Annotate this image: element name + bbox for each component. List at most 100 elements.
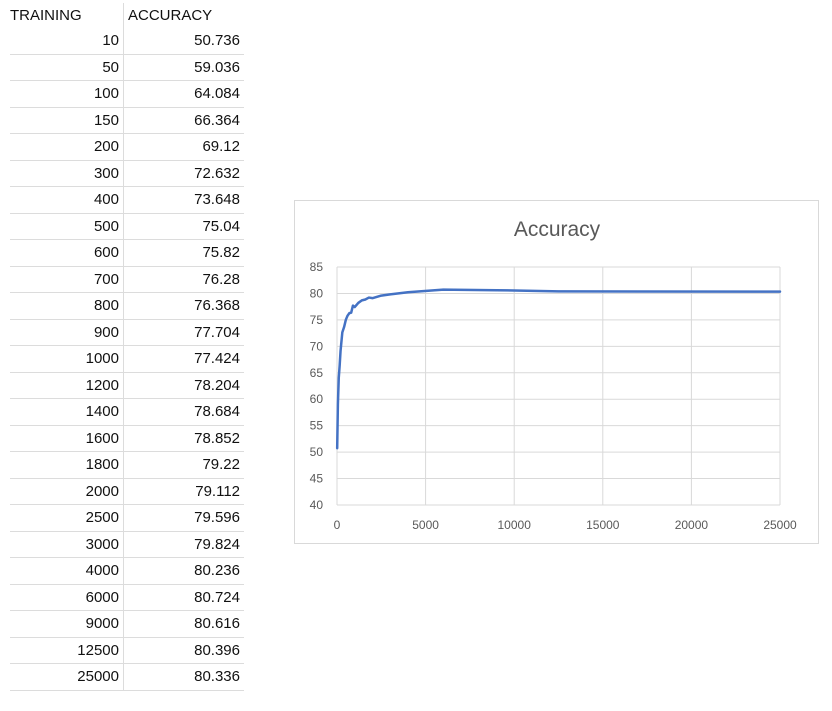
cell-training[interactable]: 2500	[10, 504, 124, 532]
y-tick-label: 65	[310, 366, 324, 380]
cell-training[interactable]: 300	[10, 160, 124, 187]
series-layer	[335, 288, 782, 450]
table-row: 10 50.736	[10, 28, 244, 55]
cell-accuracy[interactable]: 50.736	[123, 28, 244, 55]
y-tick-label: 75	[310, 313, 324, 327]
header-accuracy[interactable]: ACCURACY	[123, 3, 244, 28]
table-row: 200 69.12	[10, 133, 244, 161]
table-row: 4000 80.236	[10, 557, 244, 585]
cell-training[interactable]: 1800	[10, 451, 124, 479]
table-row: 600 75.82	[10, 239, 244, 267]
chart-title: Accuracy	[514, 218, 601, 241]
accuracy-chart[interactable]: Accuracy 40 45 50 55 60 65 70 75 80 85 0 5000 10000 1…	[294, 200, 819, 544]
cell-accuracy[interactable]: 72.632	[123, 160, 244, 187]
table-row: 1200 78.204	[10, 372, 244, 399]
cell-accuracy[interactable]: 77.424	[123, 345, 244, 373]
table-body: 10 50.736 50 59.036 100 64.084 150 66.364 200 69.…	[10, 28, 244, 691]
y-tick-label: 40	[310, 498, 324, 512]
cell-training[interactable]: 50	[10, 54, 124, 81]
cell-accuracy[interactable]: 64.084	[123, 80, 244, 108]
table-row: 50 59.036	[10, 54, 244, 81]
cell-training[interactable]: 2000	[10, 478, 124, 505]
cell-training[interactable]: 400	[10, 186, 124, 214]
cell-accuracy[interactable]: 59.036	[123, 54, 244, 81]
table-row: 12500 80.396	[10, 637, 244, 664]
cell-training[interactable]: 100	[10, 80, 124, 108]
table-row: 400 73.648	[10, 186, 244, 214]
x-tick-label: 10000	[498, 518, 532, 532]
table-row: 1400 78.684	[10, 398, 244, 426]
table-row: 1800 79.22	[10, 451, 244, 479]
cell-accuracy[interactable]: 79.22	[123, 451, 244, 479]
cell-accuracy[interactable]: 69.12	[123, 133, 244, 161]
cell-training[interactable]: 1000	[10, 345, 124, 373]
cell-accuracy[interactable]: 79.112	[123, 478, 244, 505]
table-row: 25000 80.336	[10, 663, 244, 691]
table-row: 9000 80.616	[10, 610, 244, 638]
table-row: 800 76.368	[10, 292, 244, 320]
cell-training[interactable]: 500	[10, 213, 124, 240]
table-row: 2500 79.596	[10, 504, 244, 532]
y-tick-label: 50	[310, 445, 324, 459]
cell-accuracy[interactable]: 80.236	[123, 557, 244, 585]
header-training[interactable]: TRAINING	[10, 7, 82, 24]
cell-training[interactable]: 1200	[10, 372, 124, 399]
cell-training[interactable]: 150	[10, 107, 124, 134]
cell-accuracy[interactable]: 78.204	[123, 372, 244, 399]
cell-accuracy[interactable]: 73.648	[123, 186, 244, 214]
cell-training[interactable]: 800	[10, 292, 124, 320]
cell-training[interactable]: 10	[10, 28, 124, 55]
cell-accuracy[interactable]: 80.616	[123, 610, 244, 638]
table-row: 2000 79.112	[10, 478, 244, 505]
y-tick-label: 70	[310, 339, 324, 353]
cell-accuracy[interactable]: 76.368	[123, 292, 244, 320]
cell-training[interactable]: 200	[10, 133, 124, 161]
x-tick-label: 0	[334, 518, 341, 532]
table-row: 3000 79.824	[10, 531, 244, 558]
cell-training[interactable]: 9000	[10, 610, 124, 638]
cell-training[interactable]: 1400	[10, 398, 124, 426]
x-tick-label: 15000	[586, 518, 620, 532]
cell-training[interactable]: 6000	[10, 584, 124, 611]
axis-tick-labels: 40 45 50 55 60 65 70 75 80 85 0 5000 10000 15000 20000…	[310, 260, 797, 532]
cell-training[interactable]: 1600	[10, 425, 124, 452]
table-row: 700 76.28	[10, 266, 244, 293]
cell-training[interactable]: 3000	[10, 531, 124, 558]
gridlines	[336, 266, 781, 506]
cell-training[interactable]: 900	[10, 319, 124, 346]
table-row: 6000 80.724	[10, 584, 244, 611]
table-row: 150 66.364	[10, 107, 244, 134]
series-line-accuracy	[335, 288, 782, 450]
cell-accuracy[interactable]: 79.596	[123, 504, 244, 532]
y-tick-label: 80	[310, 286, 324, 300]
cell-training[interactable]: 700	[10, 266, 124, 293]
cell-accuracy[interactable]: 77.704	[123, 319, 244, 346]
cell-accuracy[interactable]: 75.82	[123, 239, 244, 267]
cell-accuracy[interactable]: 78.684	[123, 398, 244, 426]
cell-training[interactable]: 25000	[10, 663, 124, 691]
chart-canvas: Accuracy 40 45 50 55 60 65 70 75 80 85 0 5000 10000 1…	[310, 218, 797, 532]
y-tick-label: 60	[310, 392, 324, 406]
cell-accuracy[interactable]: 80.336	[123, 663, 244, 691]
table-header-row: TRAINING ACCURACY	[10, 3, 244, 28]
cell-accuracy[interactable]: 78.852	[123, 425, 244, 452]
y-tick-label: 45	[310, 472, 324, 486]
cell-accuracy[interactable]: 76.28	[123, 266, 244, 293]
table-row: 1600 78.852	[10, 425, 244, 452]
cell-training[interactable]: 12500	[10, 637, 124, 664]
cell-accuracy[interactable]: 80.724	[123, 584, 244, 611]
table-row: 500 75.04	[10, 213, 244, 240]
cell-accuracy[interactable]: 79.824	[123, 531, 244, 558]
cell-accuracy[interactable]: 66.364	[123, 107, 244, 134]
cell-training[interactable]: 4000	[10, 557, 124, 585]
x-tick-label: 20000	[675, 518, 709, 532]
table-row: 900 77.704	[10, 319, 244, 346]
cell-accuracy[interactable]: 75.04	[123, 213, 244, 240]
x-tick-label: 25000	[763, 518, 797, 532]
cell-training[interactable]: 600	[10, 239, 124, 267]
x-tick-label: 5000	[412, 518, 439, 532]
y-tick-label: 85	[310, 260, 324, 274]
cell-accuracy[interactable]: 80.396	[123, 637, 244, 664]
table-row: 300 72.632	[10, 160, 244, 187]
table-row: 100 64.084	[10, 80, 244, 108]
